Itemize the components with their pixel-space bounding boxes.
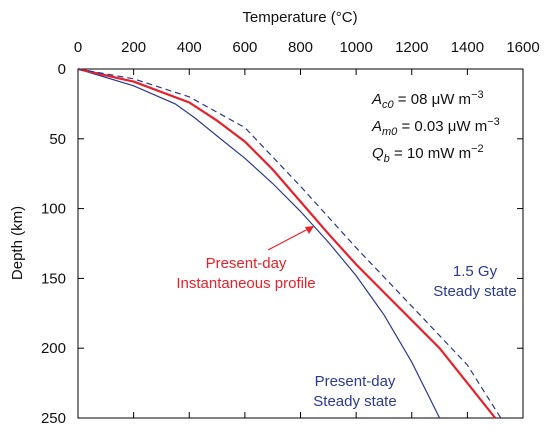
y-tick-label: 250 [41, 410, 66, 426]
annotation-text: = 0.03 μW m [397, 118, 487, 135]
annotation-sub: b [384, 153, 390, 165]
annotation-sup: −2 [471, 143, 484, 155]
curve-label: 1.5 Gy [453, 263, 498, 280]
annotation: Am0 = 0.03 μW m−3 [371, 116, 500, 138]
annotation-symbol: A [371, 91, 382, 108]
line-series [77, 67, 497, 419]
x-tick-label: 200 [121, 39, 146, 56]
x-tick-label: 1000 [339, 39, 372, 56]
curve-label: Steady state [433, 283, 516, 300]
x-tick-label: 1400 [451, 39, 484, 56]
annotation-sup: −3 [471, 89, 484, 101]
x-tick-label: 0 [74, 39, 82, 56]
annotation-symbol: A [371, 118, 382, 135]
annotation-sub: m0 [382, 126, 398, 138]
curve-label: Present-day [206, 255, 287, 272]
curve-label: Steady state [313, 393, 396, 410]
y-axis-label: Depth (km) [9, 206, 26, 280]
y-tick-label: 200 [41, 340, 66, 357]
y-tick-label: 0 [58, 61, 66, 78]
annotation-sub: c0 [382, 99, 395, 111]
annotation-text: = 08 μW m [394, 91, 471, 108]
line-series [77, 68, 441, 419]
x-tick-label: 400 [177, 39, 202, 56]
x-tick-label: 1600 [506, 39, 539, 56]
curve-label: Instantaneous profile [176, 275, 315, 292]
x-axis-label: Temperature (°C) [242, 9, 357, 26]
y-tick-label: 50 [49, 131, 66, 148]
x-tick-label: 600 [232, 39, 257, 56]
y-tick-label: 150 [41, 270, 66, 287]
annotation: Ac0 = 08 μW m−3 [371, 89, 484, 111]
y-tick-label: 100 [41, 201, 66, 218]
annotation-symbol: Q [372, 145, 384, 162]
x-tick-label: 1200 [395, 39, 428, 56]
x-tick-label: 800 [288, 39, 313, 56]
annotation-sup: −3 [487, 116, 500, 128]
annotation-text: = 10 mW m [390, 145, 471, 162]
annotation: Qb = 10 mW m−2 [372, 143, 484, 165]
pointer-arrow [267, 227, 311, 251]
curve-label: Present-day [315, 373, 396, 390]
line-series [77, 68, 502, 419]
pointer-arrowhead [305, 226, 314, 234]
